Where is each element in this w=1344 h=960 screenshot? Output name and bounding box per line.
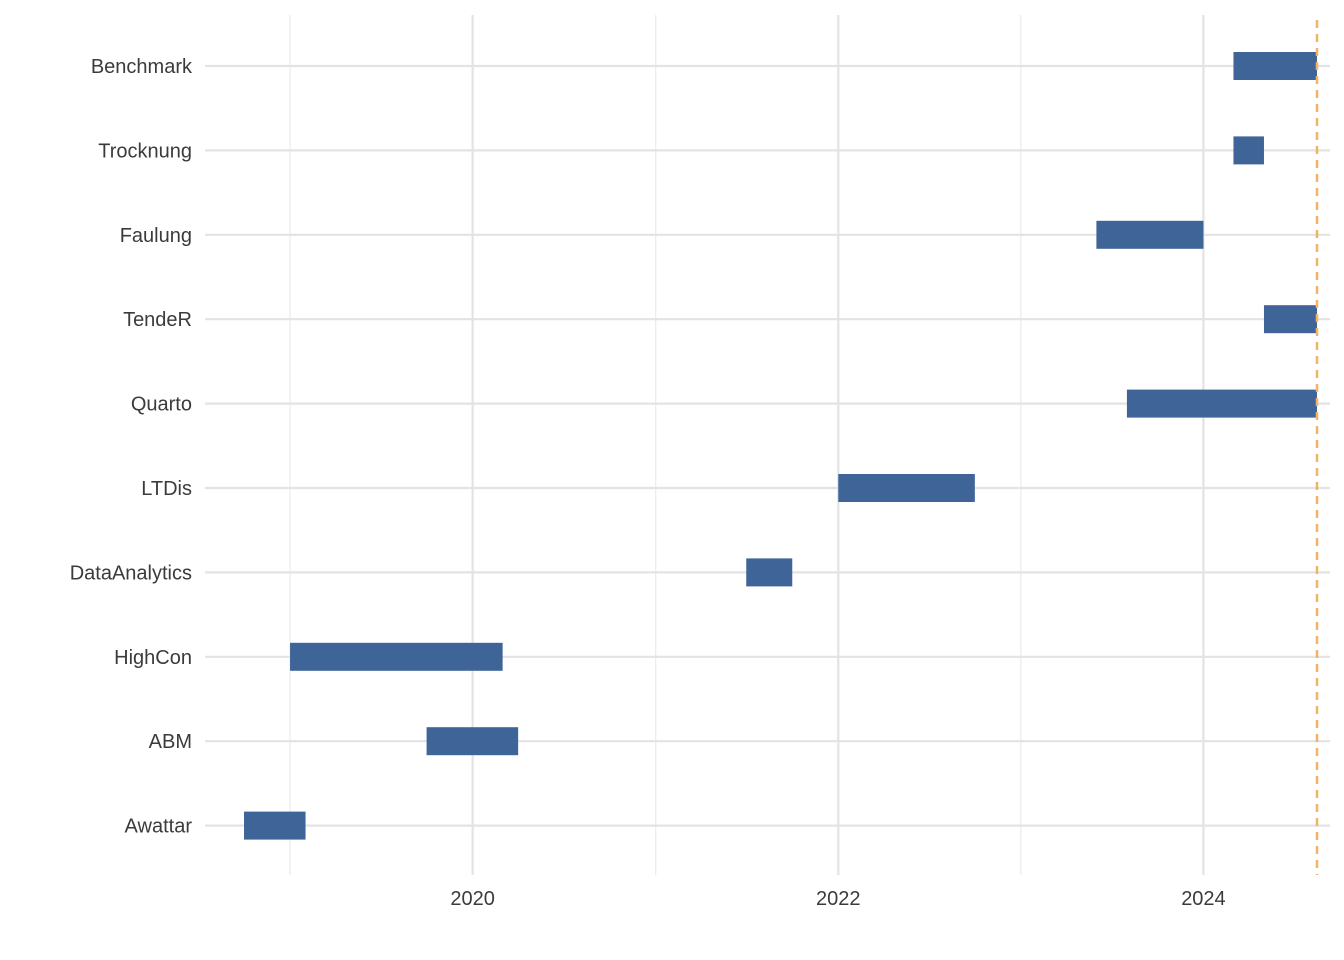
y-tick-label: Faulung [120,225,192,247]
y-tick-label: DataAnalytics [70,562,192,584]
x-axis-labels: 2020 2022 2024 [450,888,1225,910]
y-tick-label: TendeR [123,309,192,331]
task-bar [1233,136,1264,165]
task-bars [244,52,1317,840]
task-bar [746,558,793,587]
x-tick-label: 2020 [450,888,495,910]
y-tick-label: LTDis [141,478,192,500]
task-bar [426,727,519,756]
task-bar [1096,220,1204,249]
y-tick-label: Trocknung [98,140,192,162]
y-tick-label: Benchmark [91,56,193,78]
x-tick-label: 2024 [1181,888,1226,910]
task-bar [838,474,975,502]
x-tick-label: 2022 [816,888,861,910]
y-tick-label: Awattar [125,816,193,838]
y-axis-labels: Benchmark Trocknung Faulung TendeR Quarto LTD… [70,56,193,838]
y-tick-label: HighCon [114,647,192,669]
task-bar [1126,389,1317,418]
task-bar [1233,52,1317,80]
task-bar [244,811,306,840]
minor-gridlines [289,15,1022,875]
task-bar [290,642,503,671]
y-tick-label: Quarto [131,394,192,416]
task-bar [1263,305,1317,334]
major-gridlines [205,15,1330,875]
y-tick-label: ABM [149,731,192,753]
